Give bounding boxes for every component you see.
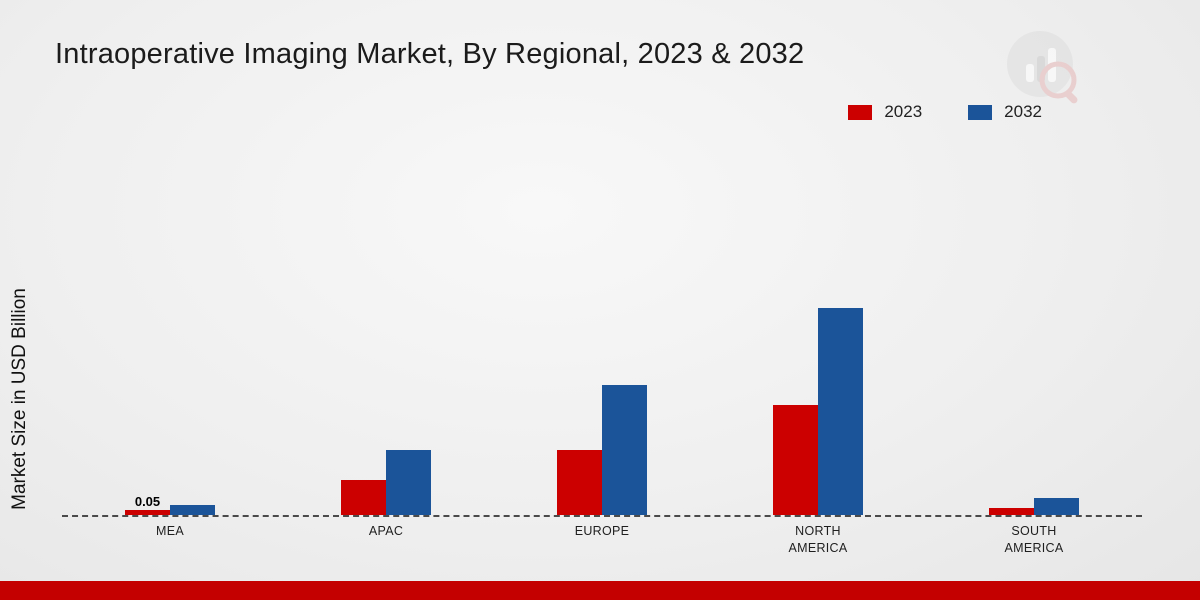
legend-item-2023: 2023 <box>848 102 922 122</box>
bar-wrap <box>1034 498 1079 515</box>
chart-title: Intraoperative Imaging Market, By Region… <box>55 38 805 70</box>
bar-2023-north-america <box>773 405 818 515</box>
bar-group-south-america: SOUTH AMERICA <box>989 0 1079 555</box>
bar-data-label: 0.05 <box>134 494 161 509</box>
category-label-mea: MEA <box>156 524 184 538</box>
bar-group-apac: APAC <box>341 0 431 538</box>
bar-2023-mea <box>125 510 170 515</box>
bar-2032-mea <box>170 505 215 515</box>
bar-wrap <box>386 450 431 515</box>
bar-group-north-america: NORTH AMERICA <box>773 0 863 555</box>
bar-wrap: 0.05 <box>125 494 170 515</box>
category-label-north-america: NORTH AMERICA <box>788 524 848 555</box>
bar-wrap <box>170 505 215 515</box>
bar-wrap <box>557 450 602 515</box>
legend-label: 2023 <box>884 102 923 121</box>
legend-swatch-2032 <box>968 104 993 120</box>
bar-2032-south-america <box>1034 498 1079 515</box>
y-axis-label: Market Size in USD Billion <box>9 288 30 510</box>
bar-2032-apac <box>386 450 431 515</box>
x-axis-baseline <box>62 515 1142 517</box>
bar-groups: 0.05 MEA APAC EUROPE NORTH AMERICA SOUTH AMER… <box>62 0 1142 555</box>
bar-wrap <box>818 308 863 515</box>
bar-2023-south-america <box>989 508 1034 515</box>
category-label-south-america: SOUTH AMERICA <box>1004 524 1064 555</box>
bar-2023-apac <box>341 480 386 515</box>
bar-wrap <box>773 405 818 515</box>
category-label-europe: EUROPE <box>574 524 630 538</box>
bar-wrap <box>989 508 1034 515</box>
legend: 2023 2032 <box>848 102 1042 122</box>
chart-area: 0.05 MEA APAC EUROPE NORTH AMERICA SOUTH AMER… <box>62 0 1142 555</box>
bar-chart-magnifier-logo-icon <box>1007 31 1078 104</box>
bar-group-mea: 0.05 MEA <box>125 0 215 538</box>
legend-swatch-2023 <box>848 104 873 120</box>
bar-2032-north-america <box>818 308 863 515</box>
bar-wrap <box>602 385 647 515</box>
legend-item-2032: 2032 <box>968 102 1042 122</box>
bar-2032-europe <box>602 385 647 515</box>
bar-wrap <box>341 480 386 515</box>
legend-label: 2032 <box>1004 102 1042 121</box>
category-label-apac: APAC <box>368 524 404 538</box>
footer-red-bar <box>0 581 1200 600</box>
bar-2023-europe <box>557 450 602 515</box>
bar-group-europe: EUROPE <box>557 0 647 538</box>
